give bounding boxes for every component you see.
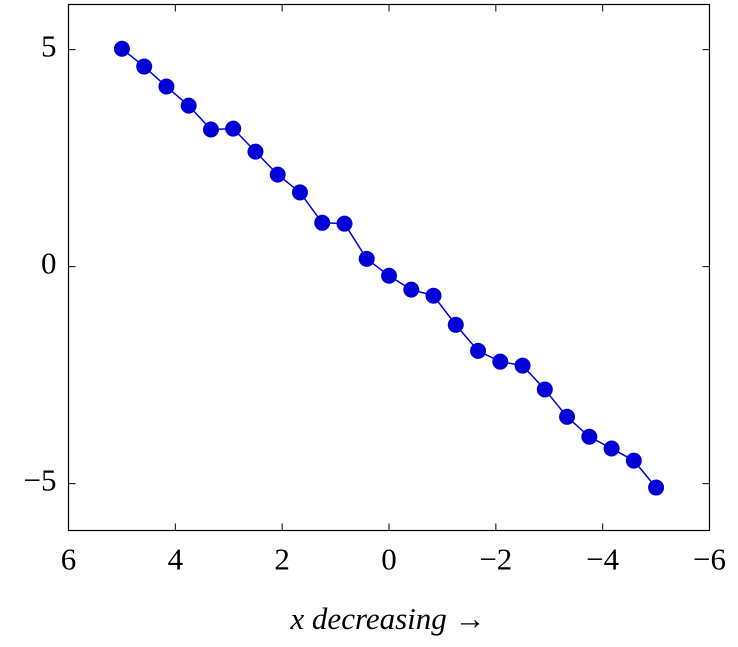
data-point: [314, 214, 331, 231]
data-point: [336, 215, 353, 232]
y-tick-label: 0: [41, 246, 57, 281]
x-tick-label: −6: [693, 542, 726, 577]
data-point: [536, 381, 553, 398]
data-point: [202, 121, 219, 138]
data-point: [603, 440, 620, 457]
data-point: [247, 143, 264, 160]
data-point: [136, 58, 153, 75]
x-tick-label: −4: [586, 542, 619, 577]
data-point: [470, 342, 487, 359]
data-point: [381, 267, 397, 284]
data-point: [291, 184, 308, 201]
data-point: [158, 78, 175, 95]
data-point: [514, 357, 531, 374]
y-tick-label: −5: [24, 463, 57, 498]
data-point: [403, 281, 420, 298]
data-point: [625, 452, 642, 469]
data-point: [269, 166, 286, 183]
x-tick-label: 6: [61, 542, 77, 577]
data-point: [180, 97, 197, 114]
data-point: [225, 120, 242, 137]
data-point: [559, 408, 576, 425]
x-tick-label: 4: [168, 542, 184, 577]
data-point: [113, 40, 130, 57]
y-tick-label: 5: [41, 29, 57, 64]
data-point: [492, 353, 509, 370]
x-axis-label: x decreasing →: [289, 601, 485, 636]
data-point: [425, 287, 442, 304]
data-point: [648, 479, 665, 496]
x-tick-label: −2: [479, 542, 512, 577]
data-point: [581, 428, 598, 445]
x-tick-label: 0: [381, 542, 397, 577]
data-point: [447, 316, 464, 333]
data-point: [358, 250, 375, 267]
x-tick-label: 2: [274, 542, 290, 577]
